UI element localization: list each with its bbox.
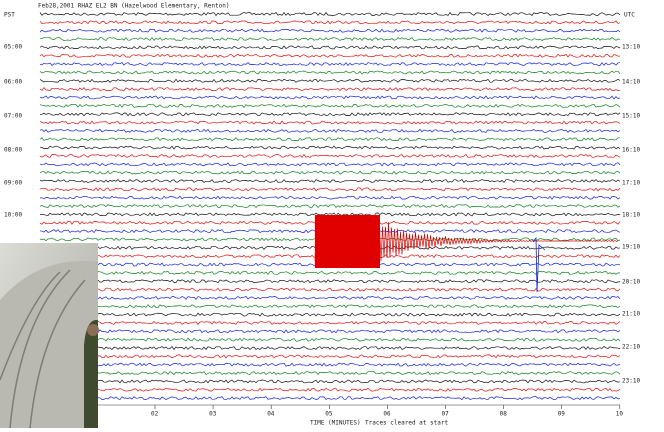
header-title: Feb28,2001 RHAZ EL2 BN (Hazelwood Elemen…	[38, 3, 229, 10]
left-time: 09:00	[4, 180, 22, 187]
trace	[39, 78, 621, 83]
left-time: 07:00	[4, 113, 22, 120]
trace	[39, 287, 621, 292]
trace	[39, 153, 621, 158]
trace	[39, 179, 621, 184]
photo-inset	[0, 243, 99, 429]
trace	[39, 312, 621, 317]
trace	[39, 12, 621, 17]
left-time: 06:00	[4, 79, 22, 86]
right-time: 15:10	[622, 113, 640, 120]
trace	[39, 345, 621, 350]
trace	[39, 95, 621, 100]
photo-lines	[0, 269, 86, 429]
right-time: 17:10	[622, 180, 640, 187]
photo-dome	[0, 261, 98, 428]
trace	[39, 379, 621, 384]
x-tick-label: 09	[558, 411, 566, 418]
trace	[39, 304, 621, 309]
x-tick-label: 06	[383, 411, 391, 418]
trace	[39, 337, 621, 342]
trace	[39, 162, 621, 167]
x-tick-label: 10	[616, 411, 624, 418]
quake-trace	[314, 217, 619, 265]
trace	[39, 87, 620, 92]
trace	[39, 145, 621, 150]
trace	[39, 204, 621, 209]
left-time: 08:00	[4, 147, 22, 154]
trace	[39, 62, 621, 67]
left-time: 10:00	[4, 212, 22, 219]
trace	[39, 195, 621, 200]
trace	[39, 120, 621, 125]
right-time: 18:10	[622, 212, 640, 219]
right-time: 16:10	[622, 147, 640, 154]
left-zone: PST	[4, 12, 15, 19]
photo-person	[84, 320, 98, 428]
photo-head	[87, 324, 99, 336]
left-time: 05:00	[4, 44, 22, 51]
trace	[39, 128, 621, 133]
right-time: 19:10	[622, 244, 640, 251]
trace	[39, 45, 621, 50]
trace	[39, 279, 621, 284]
x-tick-label: 08	[500, 411, 508, 418]
trace	[39, 53, 621, 58]
right-time: 22:10	[622, 344, 640, 351]
trace	[39, 396, 621, 401]
right-time: 14:10	[622, 79, 640, 86]
trace	[39, 387, 621, 392]
right-time: 13:10	[622, 44, 640, 51]
trace	[39, 270, 621, 275]
trace	[39, 212, 621, 217]
trace	[39, 295, 621, 300]
right-zone: UTC	[624, 12, 635, 19]
trace	[39, 112, 621, 117]
trace	[39, 362, 621, 367]
trace	[39, 187, 621, 192]
trace	[39, 20, 621, 25]
traces	[39, 12, 621, 401]
x-tick-label: 07	[442, 411, 450, 418]
x-tick-label: 05	[325, 411, 333, 418]
trace	[39, 354, 621, 359]
trace	[39, 137, 620, 142]
trace	[39, 103, 621, 108]
trace	[39, 371, 621, 375]
trace	[39, 320, 621, 325]
x-axis-title: TIME (MINUTES)	[310, 420, 361, 427]
trace	[39, 70, 621, 75]
trace	[40, 37, 621, 42]
right-time: 23:10	[622, 378, 640, 385]
trace	[40, 329, 621, 334]
right-time: 21:10	[622, 311, 640, 318]
earthquake-signal	[314, 215, 619, 293]
x-tick-label: 04	[267, 411, 275, 418]
x-axis-note: Traces cleared at start	[365, 420, 448, 427]
right-time: 20:10	[622, 279, 640, 286]
x-tick-label: 02	[151, 411, 159, 418]
trace	[39, 170, 621, 175]
blue-spike	[532, 236, 546, 293]
trace	[39, 28, 621, 33]
x-tick-label: 03	[209, 411, 217, 418]
time-labels: 05:0006:0007:0008:0009:0010:0011:0013:10…	[4, 44, 640, 418]
